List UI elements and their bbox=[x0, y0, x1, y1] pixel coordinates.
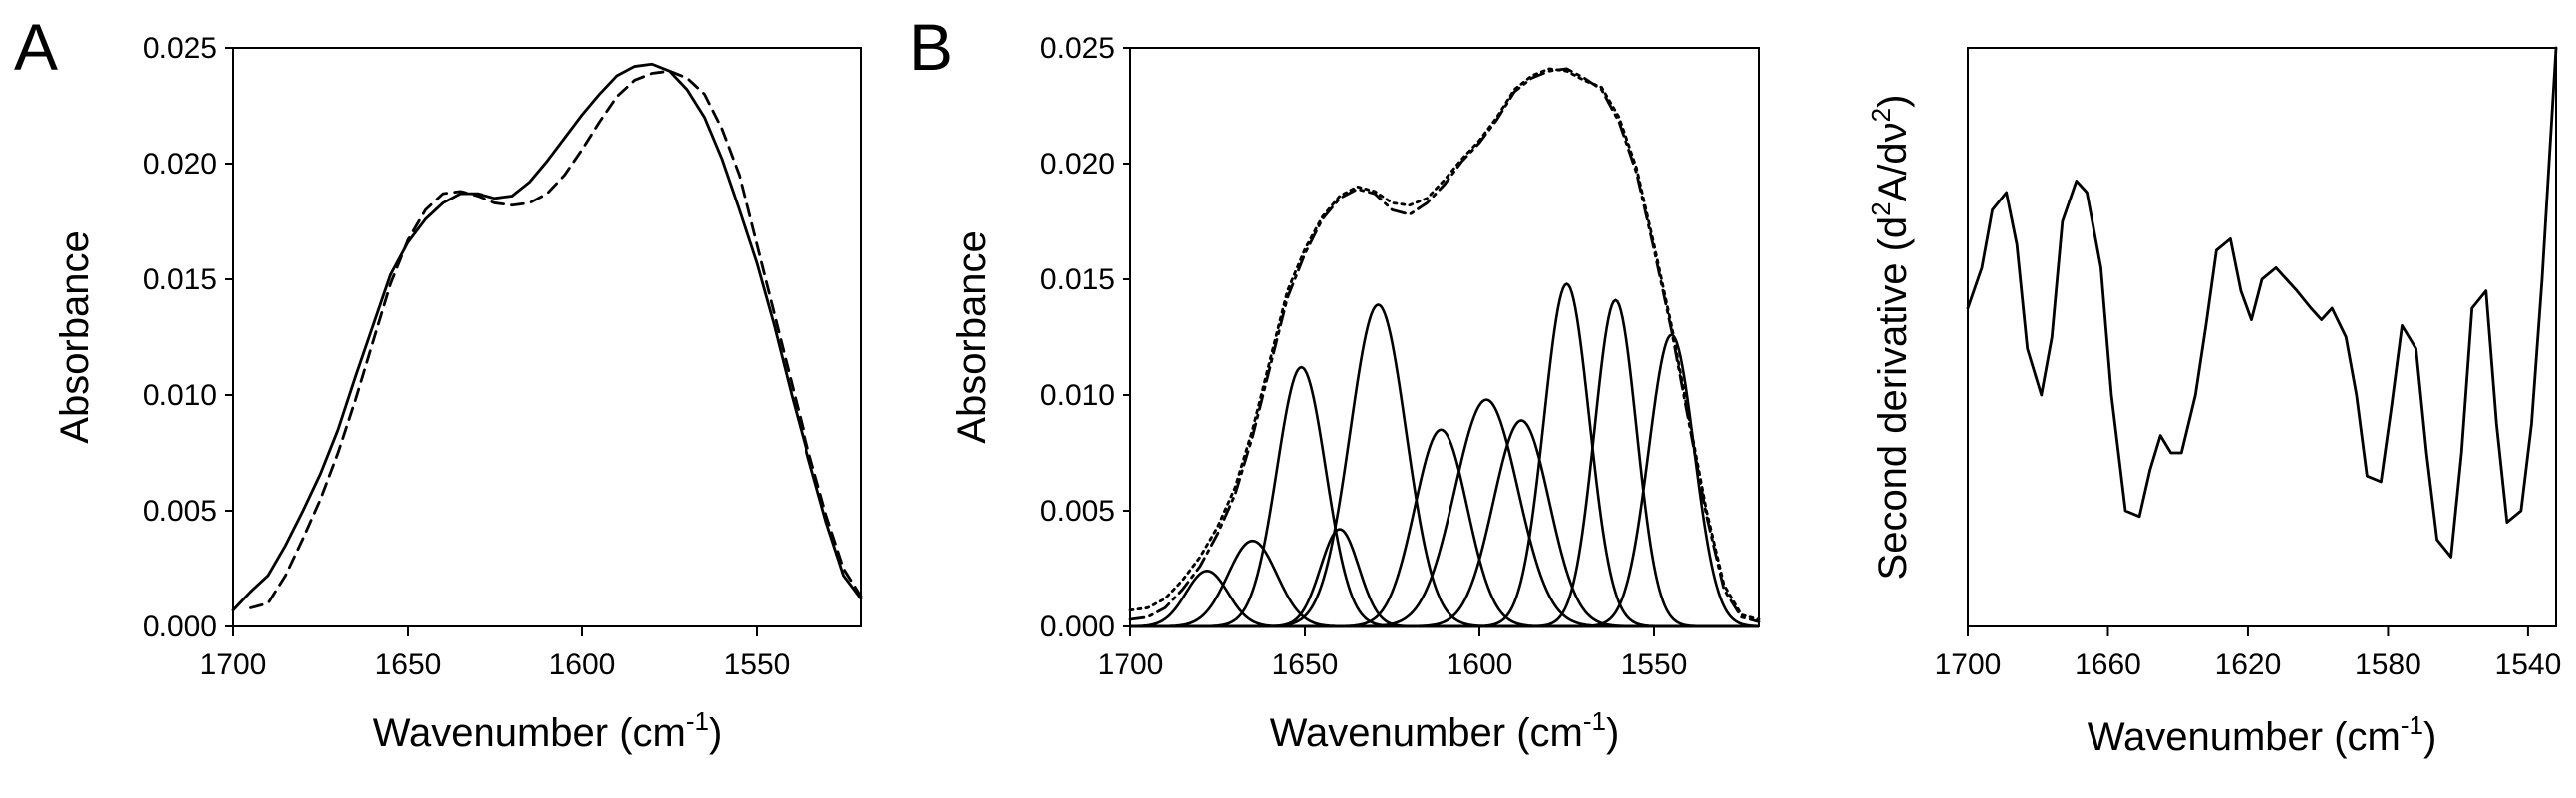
x-tick-label: 1600 bbox=[549, 648, 616, 681]
y-tick-label: 0.015 bbox=[143, 263, 217, 296]
component-band-8 bbox=[1130, 419, 1759, 628]
x-ticks-b: 1700 1650 1600 1550 bbox=[1098, 626, 1688, 681]
series-line-dashed bbox=[249, 69, 863, 609]
x-ticks-a: 1700 1650 1600 1550 bbox=[200, 626, 791, 681]
y-tick-label: 0.000 bbox=[1040, 610, 1115, 643]
component-band-7 bbox=[1130, 398, 1759, 628]
panel-letter-b: B bbox=[909, 10, 953, 84]
panel-b: B 0.000 0.005 0.010 0.015 0.020 0.025 1700 165… bbox=[909, 10, 1761, 755]
y-tick-label: 0.025 bbox=[143, 32, 217, 65]
y-tick-label: 0.000 bbox=[143, 610, 217, 643]
x-tick-label: 1580 bbox=[2355, 648, 2421, 681]
plot-frame-b bbox=[1129, 47, 1760, 627]
x-tick-label: 1550 bbox=[1621, 648, 1688, 681]
y-axis-label-a: Absorbance bbox=[53, 230, 97, 443]
panel-letter-a: A bbox=[14, 10, 58, 84]
y-tick-label: 0.005 bbox=[1040, 495, 1115, 528]
x-tick-label: 1650 bbox=[375, 648, 442, 681]
y-tick-label: 0.005 bbox=[143, 495, 217, 528]
x-axis-label-c: Wavenumber (cm-1) bbox=[2088, 710, 2437, 759]
y-ticks-b: 0.000 0.005 0.010 0.015 0.020 0.025 bbox=[1040, 32, 1130, 643]
component-band-9 bbox=[1130, 282, 1759, 628]
x-tick-label: 1650 bbox=[1272, 648, 1339, 681]
x-tick-label: 1600 bbox=[1447, 648, 1513, 681]
x-axis-label-b: Wavenumber (cm-1) bbox=[1270, 706, 1620, 755]
series-group-c bbox=[1966, 46, 2558, 559]
y-tick-label: 0.010 bbox=[143, 379, 217, 412]
y-ticks-a: 0.000 0.005 0.010 0.015 0.020 0.025 bbox=[143, 32, 233, 643]
x-axis-label-a: Wavenumber (cm-1) bbox=[373, 706, 723, 755]
y-tick-label: 0.010 bbox=[1040, 379, 1115, 412]
component-band-11 bbox=[1130, 333, 1760, 628]
series-line-solid bbox=[231, 62, 863, 612]
x-tick-label: 1700 bbox=[1935, 648, 2002, 681]
x-tick-label: 1660 bbox=[2075, 648, 2141, 681]
series-group-a bbox=[231, 62, 863, 612]
panel-c: 1700 1660 1620 1580 1540 Second derivative (… bbox=[1866, 46, 2562, 759]
y-tick-label: 0.020 bbox=[1040, 148, 1115, 181]
y-tick-label: 0.015 bbox=[1040, 263, 1115, 296]
x-tick-label: 1700 bbox=[200, 648, 267, 681]
panel-a: A 0.000 0.005 0.010 0.015 0.020 0.025 1700 165… bbox=[14, 10, 863, 755]
y-axis-label-c: Second derivative (d2A/dν2) bbox=[1866, 95, 1915, 581]
x-tick-label: 1550 bbox=[724, 648, 791, 681]
x-tick-label: 1540 bbox=[2495, 648, 2562, 681]
x-tick-label: 1700 bbox=[1098, 648, 1164, 681]
plot-frame-c bbox=[1967, 47, 2557, 627]
x-ticks-c: 1700 1660 1620 1580 1540 bbox=[1935, 626, 2562, 681]
series-group-b bbox=[1128, 67, 1761, 623]
y-tick-label: 0.020 bbox=[143, 148, 217, 181]
component-band-4 bbox=[1130, 528, 1759, 628]
component-band-2 bbox=[1130, 539, 1759, 628]
y-tick-label: 0.025 bbox=[1040, 32, 1115, 65]
plot-frame-a bbox=[232, 47, 862, 627]
component-bands-b bbox=[1129, 282, 1760, 628]
series-line-solid bbox=[1966, 46, 2558, 559]
y-axis-label-b: Absorbance bbox=[950, 230, 994, 443]
series-line-dashdot bbox=[1128, 67, 1761, 623]
x-tick-label: 1620 bbox=[2215, 648, 2282, 681]
